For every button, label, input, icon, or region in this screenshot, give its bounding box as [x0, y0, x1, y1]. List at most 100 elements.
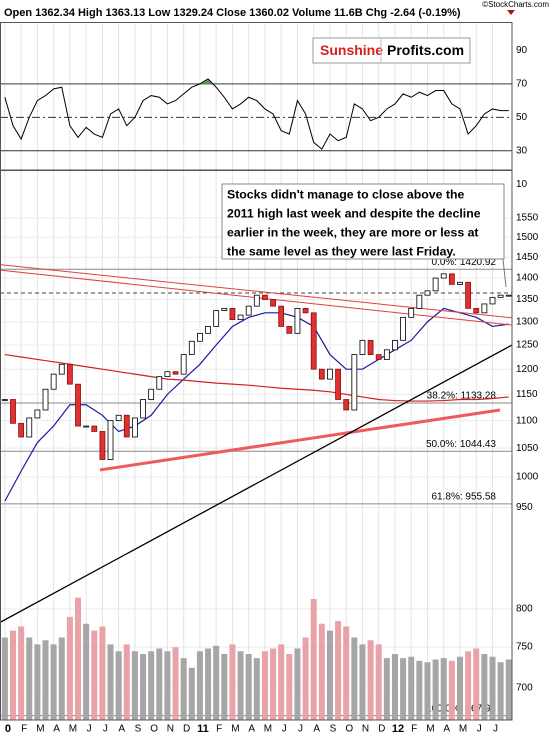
moving-average [4, 307, 509, 502]
y-tick-label: 800 [516, 604, 533, 615]
x-tick-label: 12 [392, 723, 404, 735]
volume-bar [326, 630, 333, 720]
x-tick-label: O [150, 724, 158, 735]
price-panel: 0.0%: 1420.92 38.2%: 1133.28 50.0%: 1044.4… [0, 170, 512, 720]
price-candle [465, 281, 472, 309]
price-candle [205, 326, 211, 334]
price-plot: 0.0%: 1420.92 38.2%: 1133.28 50.0%: 1044.4… [0, 170, 512, 720]
fib-label: 0.0%: 1420.92 [432, 257, 497, 268]
rsi-tick-label: 90 [516, 45, 528, 56]
price-candle [310, 312, 317, 370]
y-tick-label: 1250 [516, 340, 539, 351]
volume-bar [278, 644, 285, 720]
x-tick-label: M [264, 724, 272, 735]
x-tick-label: J [493, 724, 498, 735]
price-candle [10, 399, 16, 424]
volume-bar [408, 656, 415, 720]
price-candle [383, 349, 390, 360]
logo-sunshine: Sunshine [320, 42, 383, 58]
volume-bar [245, 654, 252, 720]
volume-bar [50, 644, 57, 720]
price-candle [58, 363, 65, 375]
x-tick-label: D [183, 724, 190, 735]
price-candle [286, 326, 293, 334]
price-candle [156, 376, 163, 390]
rsi-tick-label: 30 [516, 145, 528, 156]
volume-bar [505, 659, 512, 720]
y-tick-label: 1200 [516, 364, 539, 375]
volume-bar [456, 656, 463, 720]
price-candle [229, 307, 236, 320]
x-tick-label: N [362, 724, 369, 735]
volume-bar [294, 648, 301, 720]
volume-bar [26, 637, 33, 720]
price-candle [343, 399, 350, 411]
volume-bar [213, 645, 220, 720]
price-candle [26, 417, 33, 438]
volume-bar [99, 626, 106, 720]
volume-bar [1, 637, 8, 720]
price-candle [197, 332, 203, 342]
volume-bar [448, 660, 455, 720]
price-candle [505, 294, 512, 297]
y-tick-label: 700 [516, 683, 533, 694]
price-candle [172, 371, 179, 375]
x-tick-label: N [167, 724, 174, 735]
volume-bar [34, 644, 41, 720]
price-candle [140, 399, 146, 419]
price-candle [440, 273, 447, 279]
price-candle [457, 281, 463, 285]
volume-bar [188, 667, 195, 720]
price-candle [115, 414, 122, 422]
rsi-tick-label: 10 [516, 179, 528, 190]
x-tick-label: 0 [5, 723, 11, 735]
x-tick-label: O [345, 724, 353, 735]
x-tick-label: F [21, 724, 27, 735]
trend-line [0, 344, 512, 623]
y-tick-label: 950 [516, 502, 533, 513]
price-candle [164, 371, 171, 378]
x-tick-label: A [118, 724, 125, 735]
price-candle [400, 316, 406, 341]
price-candle [497, 294, 504, 298]
y-tick-label: 1150 [516, 389, 538, 400]
annotation-box [221, 183, 505, 260]
volume-bar [123, 644, 130, 720]
price-candle [294, 307, 301, 334]
x-tick-label: M [69, 724, 77, 735]
fib-label: 38.2%: 1133.28 [427, 391, 497, 402]
price-candle [132, 417, 138, 438]
rsi-plot [0, 22, 512, 170]
volume-bar [286, 654, 293, 720]
volume-bar [367, 640, 374, 720]
y-tick-label: 1050 [516, 443, 539, 454]
price-candle [327, 368, 333, 380]
y-tick-label: 1000 [516, 472, 539, 483]
volume-bar [131, 651, 138, 720]
logo: Sunshine Profits.com [320, 42, 464, 58]
volume-bar [489, 656, 496, 720]
volume-bar [335, 621, 342, 720]
overbought-fill [199, 78, 213, 84]
price-candle [91, 425, 98, 432]
volume-bar [107, 644, 114, 720]
price-candle [278, 305, 285, 327]
price-candle [34, 409, 41, 419]
volume-bar [391, 654, 398, 720]
price-candle [448, 273, 455, 285]
price-candle [302, 307, 309, 314]
volume-bar [75, 597, 82, 720]
y-tick-label: 1500 [516, 232, 539, 243]
x-tick-label: A [313, 724, 320, 735]
volume-bar [66, 616, 73, 720]
volume-bar [440, 658, 447, 720]
quote-header: Open 1362.34 High 1363.13 Low 1329.24 Cl… [4, 7, 461, 19]
price-candle [473, 307, 480, 314]
volume-bar [416, 660, 423, 720]
volume-bar [42, 640, 49, 720]
volume-bar [497, 662, 504, 720]
x-tick-label: M [426, 724, 434, 735]
x-tick-label: S [330, 724, 337, 735]
volume-bar [383, 658, 390, 720]
